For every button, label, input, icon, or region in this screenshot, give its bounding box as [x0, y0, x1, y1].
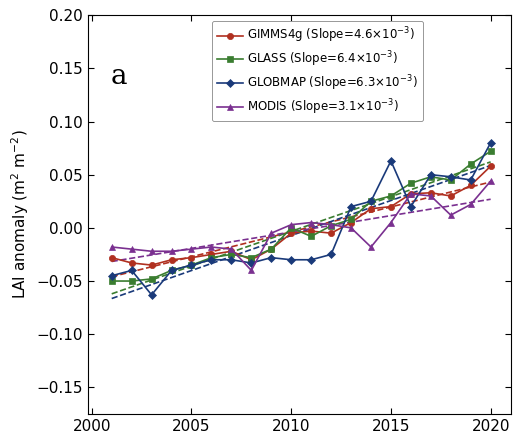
MODIS (Slope=3.1$\times$10$^{-3}$)	[308, 220, 314, 225]
GLOBMAP (Slope=6.3$\times$10$^{-3}$)	[488, 140, 494, 145]
GLOBMAP (Slope=6.3$\times$10$^{-3}$)	[188, 262, 194, 268]
MODIS (Slope=3.1$\times$10$^{-3}$)	[348, 225, 354, 230]
GLASS (Slope=6.4$\times$10$^{-3}$)	[328, 223, 334, 229]
GIMMS4g (Slope=4.6$\times$10$^{-3}$)	[288, 230, 294, 236]
GIMMS4g (Slope=4.6$\times$10$^{-3}$)	[188, 255, 194, 260]
MODIS (Slope=3.1$\times$10$^{-3}$)	[168, 249, 175, 254]
GIMMS4g (Slope=4.6$\times$10$^{-3}$)	[408, 191, 414, 197]
GIMMS4g (Slope=4.6$\times$10$^{-3}$)	[228, 249, 235, 254]
GLOBMAP (Slope=6.3$\times$10$^{-3}$)	[348, 204, 354, 209]
MODIS (Slope=3.1$\times$10$^{-3}$)	[248, 268, 254, 273]
GIMMS4g (Slope=4.6$\times$10$^{-3}$)	[109, 255, 115, 260]
MODIS (Slope=3.1$\times$10$^{-3}$)	[448, 213, 454, 218]
GLASS (Slope=6.4$\times$10$^{-3}$)	[209, 255, 215, 260]
GLASS (Slope=6.4$\times$10$^{-3}$)	[168, 268, 175, 273]
MODIS (Slope=3.1$\times$10$^{-3}$)	[488, 179, 494, 184]
Line: GIMMS4g (Slope=4.6$\times$10$^{-3}$): GIMMS4g (Slope=4.6$\times$10$^{-3}$)	[109, 163, 494, 268]
Line: GLASS (Slope=6.4$\times$10$^{-3}$): GLASS (Slope=6.4$\times$10$^{-3}$)	[109, 148, 494, 284]
GLASS (Slope=6.4$\times$10$^{-3}$)	[488, 149, 494, 154]
MODIS (Slope=3.1$\times$10$^{-3}$)	[109, 245, 115, 250]
GIMMS4g (Slope=4.6$\times$10$^{-3}$)	[448, 193, 454, 198]
MODIS (Slope=3.1$\times$10$^{-3}$)	[128, 246, 135, 252]
GLOBMAP (Slope=6.3$\times$10$^{-3}$)	[149, 292, 155, 298]
GLOBMAP (Slope=6.3$\times$10$^{-3}$)	[308, 257, 314, 262]
GLASS (Slope=6.4$\times$10$^{-3}$)	[248, 255, 254, 260]
MODIS (Slope=3.1$\times$10$^{-3}$)	[228, 246, 235, 252]
GLOBMAP (Slope=6.3$\times$10$^{-3}$)	[228, 257, 235, 262]
GLOBMAP (Slope=6.3$\times$10$^{-3}$)	[128, 268, 135, 273]
GLOBMAP (Slope=6.3$\times$10$^{-3}$)	[408, 204, 414, 209]
GLOBMAP (Slope=6.3$\times$10$^{-3}$)	[209, 257, 215, 262]
GLASS (Slope=6.4$\times$10$^{-3}$)	[348, 217, 354, 222]
GLASS (Slope=6.4$\times$10$^{-3}$)	[448, 177, 454, 183]
GLASS (Slope=6.4$\times$10$^{-3}$)	[268, 246, 275, 252]
GLASS (Slope=6.4$\times$10$^{-3}$)	[109, 278, 115, 284]
GLOBMAP (Slope=6.3$\times$10$^{-3}$)	[268, 255, 275, 260]
GLOBMAP (Slope=6.3$\times$10$^{-3}$)	[448, 174, 454, 179]
GLOBMAP (Slope=6.3$\times$10$^{-3}$)	[388, 158, 394, 163]
GLOBMAP (Slope=6.3$\times$10$^{-3}$)	[427, 172, 434, 177]
Line: MODIS (Slope=3.1$\times$10$^{-3}$): MODIS (Slope=3.1$\times$10$^{-3}$)	[109, 178, 494, 273]
GIMMS4g (Slope=4.6$\times$10$^{-3}$)	[168, 257, 175, 262]
MODIS (Slope=3.1$\times$10$^{-3}$)	[408, 191, 414, 197]
GIMMS4g (Slope=4.6$\times$10$^{-3}$)	[128, 260, 135, 266]
GIMMS4g (Slope=4.6$\times$10$^{-3}$)	[308, 229, 314, 234]
GLOBMAP (Slope=6.3$\times$10$^{-3}$)	[328, 252, 334, 257]
GIMMS4g (Slope=4.6$\times$10$^{-3}$)	[467, 183, 474, 188]
GLASS (Slope=6.4$\times$10$^{-3}$)	[467, 161, 474, 167]
Text: a: a	[111, 63, 127, 90]
GIMMS4g (Slope=4.6$\times$10$^{-3}$)	[149, 262, 155, 268]
GLOBMAP (Slope=6.3$\times$10$^{-3}$)	[109, 273, 115, 278]
GLASS (Slope=6.4$\times$10$^{-3}$)	[149, 276, 155, 282]
GLASS (Slope=6.4$\times$10$^{-3}$)	[368, 198, 374, 204]
MODIS (Slope=3.1$\times$10$^{-3}$)	[467, 202, 474, 207]
GLOBMAP (Slope=6.3$\times$10$^{-3}$)	[467, 177, 474, 183]
GLOBMAP (Slope=6.3$\times$10$^{-3}$)	[168, 268, 175, 273]
Line: GLOBMAP (Slope=6.3$\times$10$^{-3}$): GLOBMAP (Slope=6.3$\times$10$^{-3}$)	[109, 140, 494, 298]
MODIS (Slope=3.1$\times$10$^{-3}$)	[427, 193, 434, 198]
GLASS (Slope=6.4$\times$10$^{-3}$)	[288, 225, 294, 230]
MODIS (Slope=3.1$\times$10$^{-3}$)	[188, 246, 194, 252]
MODIS (Slope=3.1$\times$10$^{-3}$)	[209, 245, 215, 250]
GIMMS4g (Slope=4.6$\times$10$^{-3}$)	[209, 252, 215, 257]
GIMMS4g (Slope=4.6$\times$10$^{-3}$)	[488, 163, 494, 169]
Y-axis label: LAI anomaly (m$^2$ m$^{-2}$): LAI anomaly (m$^2$ m$^{-2}$)	[9, 130, 31, 299]
MODIS (Slope=3.1$\times$10$^{-3}$)	[268, 230, 275, 236]
MODIS (Slope=3.1$\times$10$^{-3}$)	[149, 249, 155, 254]
MODIS (Slope=3.1$\times$10$^{-3}$)	[288, 222, 294, 227]
GIMMS4g (Slope=4.6$\times$10$^{-3}$)	[368, 206, 374, 211]
GIMMS4g (Slope=4.6$\times$10$^{-3}$)	[388, 204, 394, 209]
GLASS (Slope=6.4$\times$10$^{-3}$)	[427, 174, 434, 179]
GIMMS4g (Slope=4.6$\times$10$^{-3}$)	[268, 246, 275, 252]
MODIS (Slope=3.1$\times$10$^{-3}$)	[388, 220, 394, 225]
GLASS (Slope=6.4$\times$10$^{-3}$)	[408, 181, 414, 186]
GIMMS4g (Slope=4.6$\times$10$^{-3}$)	[248, 257, 254, 262]
GIMMS4g (Slope=4.6$\times$10$^{-3}$)	[328, 230, 334, 236]
GLASS (Slope=6.4$\times$10$^{-3}$)	[128, 278, 135, 284]
GLOBMAP (Slope=6.3$\times$10$^{-3}$)	[248, 260, 254, 266]
GLOBMAP (Slope=6.3$\times$10$^{-3}$)	[288, 257, 294, 262]
GLASS (Slope=6.4$\times$10$^{-3}$)	[228, 252, 235, 257]
GLASS (Slope=6.4$\times$10$^{-3}$)	[388, 193, 394, 198]
MODIS (Slope=3.1$\times$10$^{-3}$)	[328, 222, 334, 227]
GLASS (Slope=6.4$\times$10$^{-3}$)	[308, 234, 314, 239]
GLOBMAP (Slope=6.3$\times$10$^{-3}$)	[368, 198, 374, 204]
GLASS (Slope=6.4$\times$10$^{-3}$)	[188, 262, 194, 268]
MODIS (Slope=3.1$\times$10$^{-3}$)	[368, 245, 374, 250]
GIMMS4g (Slope=4.6$\times$10$^{-3}$)	[348, 220, 354, 225]
GIMMS4g (Slope=4.6$\times$10$^{-3}$)	[427, 190, 434, 195]
Legend: GIMMS4g (Slope=4.6$\times$10$^{-3}$), GLASS (Slope=6.4$\times$10$^{-3}$), GLOBMA: GIMMS4g (Slope=4.6$\times$10$^{-3}$), GL…	[212, 21, 423, 121]
